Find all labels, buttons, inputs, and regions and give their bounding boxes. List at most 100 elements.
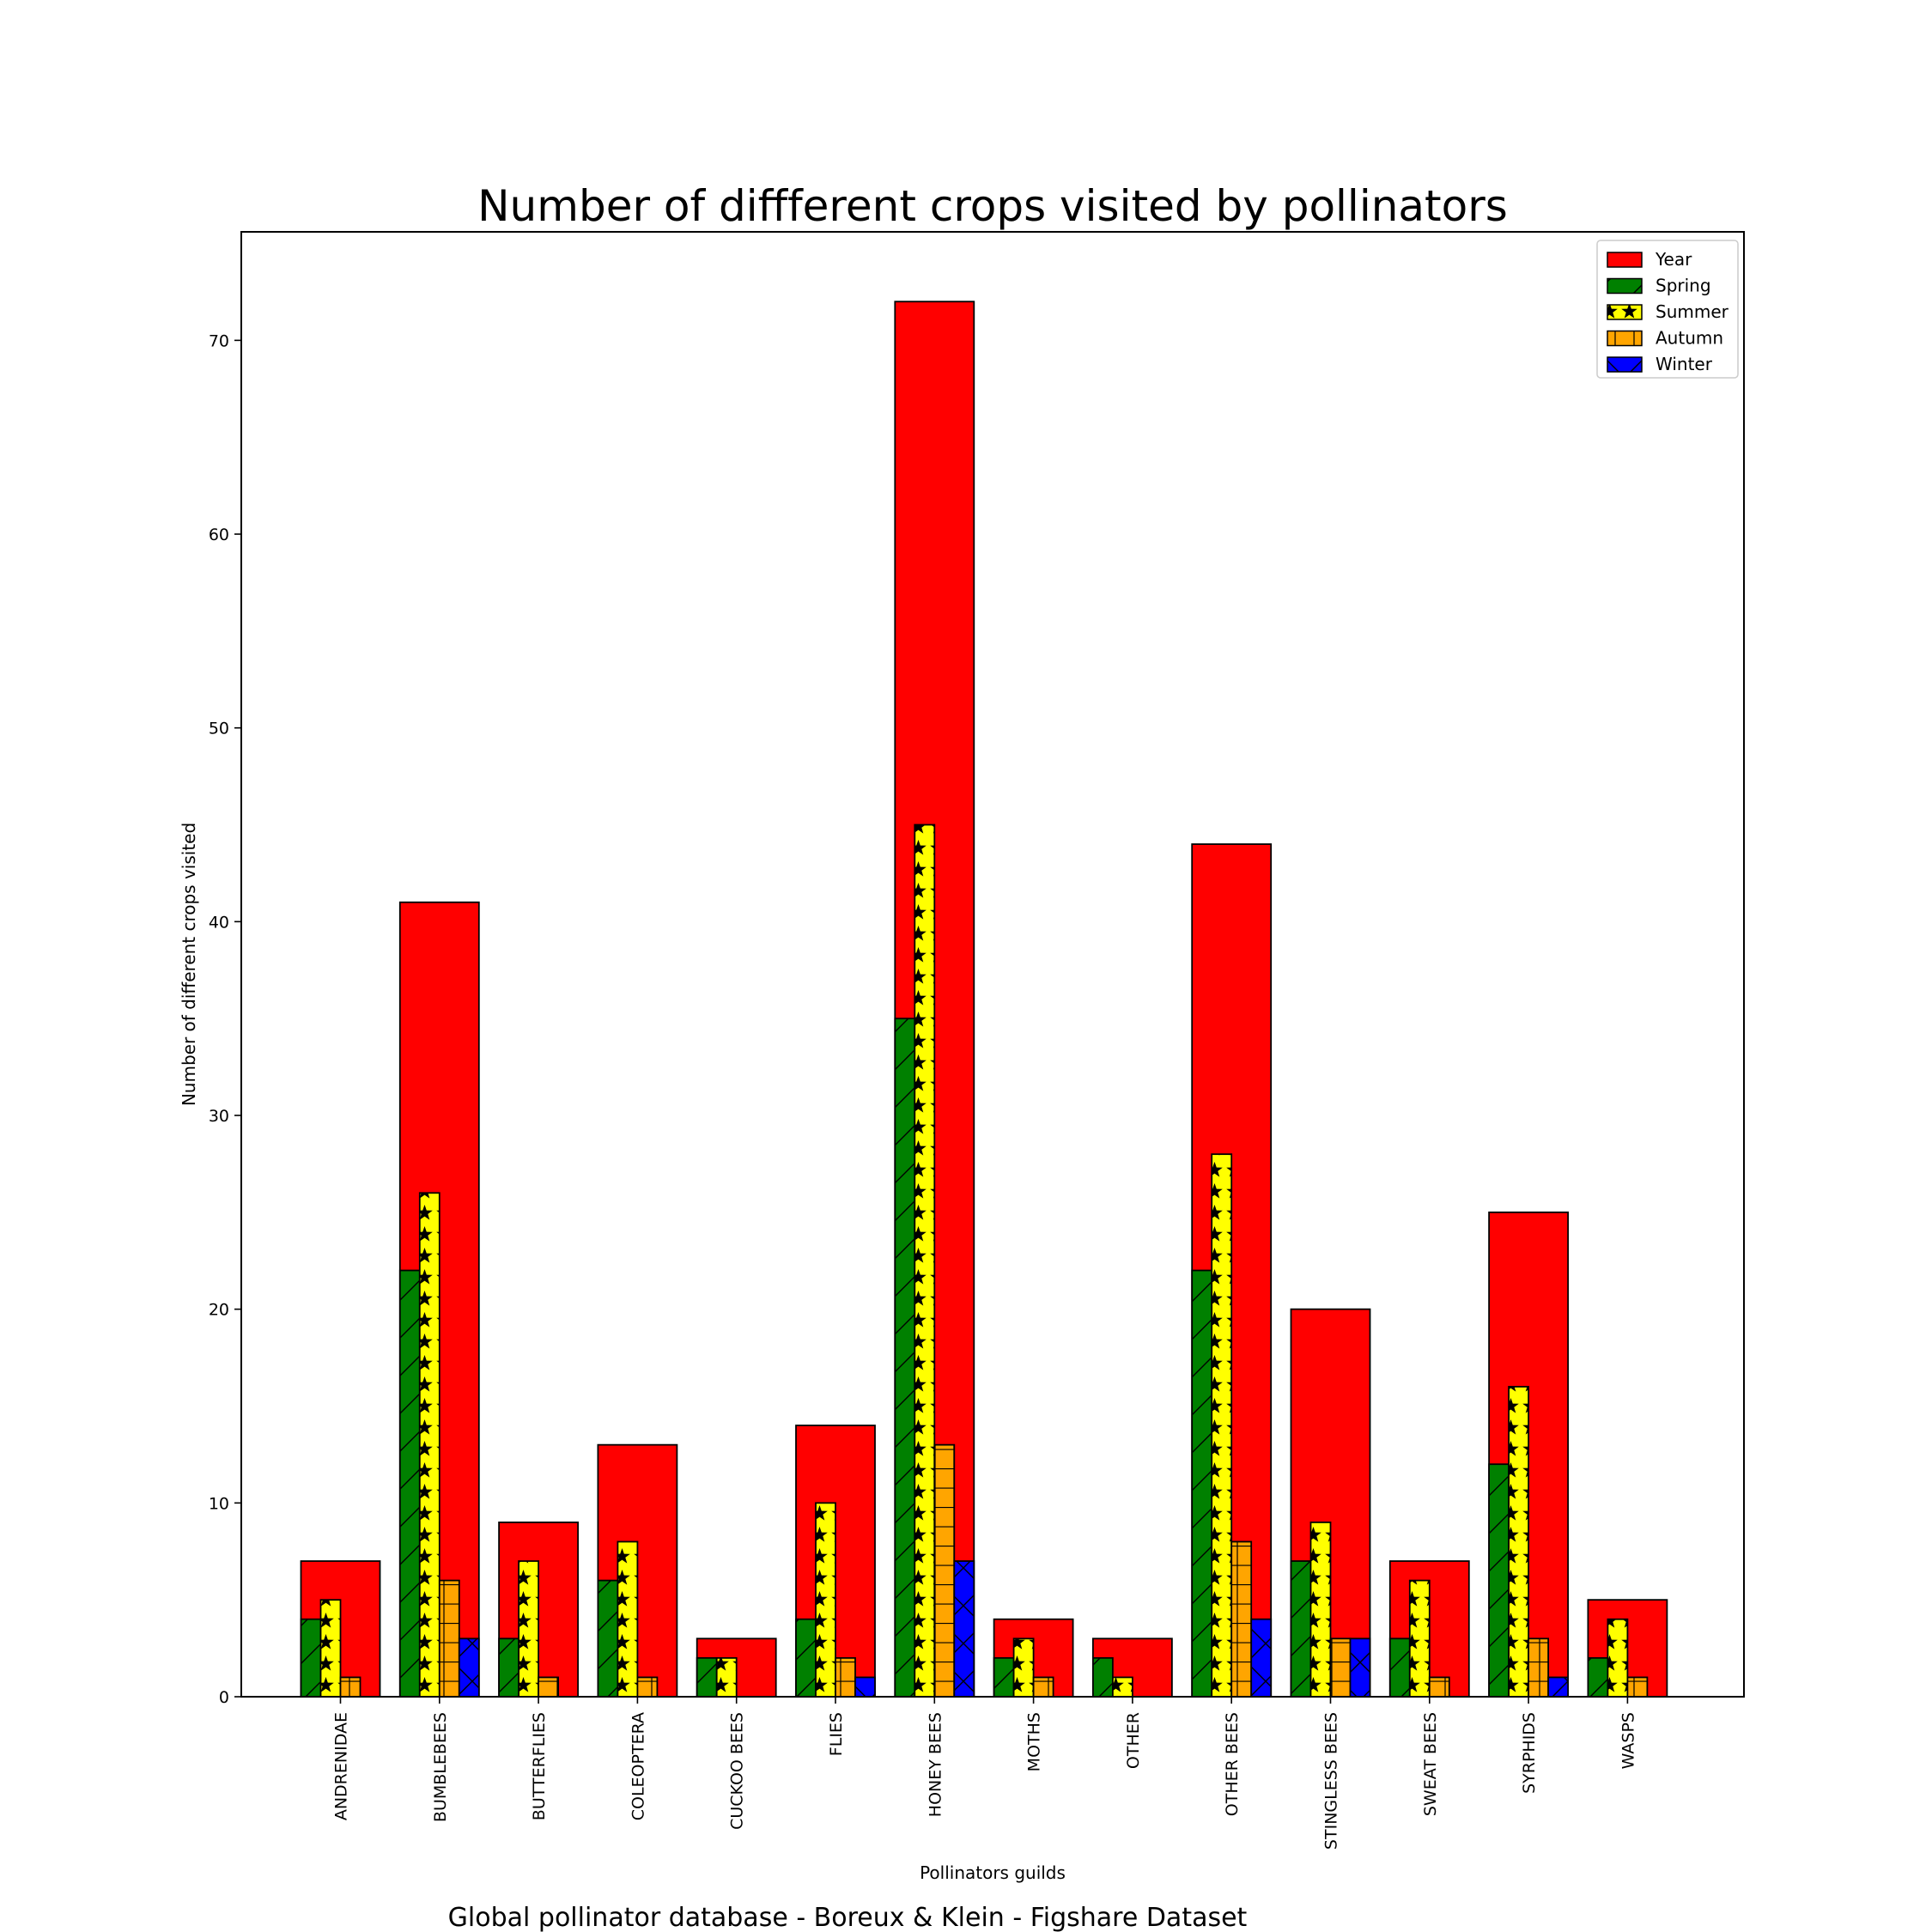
y-tick-label: 0 xyxy=(219,1688,229,1707)
dataset-credit: Global pollinator database - Boreux & Kl… xyxy=(448,1903,1248,1932)
bar-spring xyxy=(1587,1656,1609,1698)
legend-swatch-summer xyxy=(1607,304,1643,320)
bar-group-honey-bees xyxy=(894,301,975,1698)
x-tick-label: STINGLESS BEES xyxy=(1322,1712,1341,1850)
bar-group-butterflies xyxy=(498,1522,579,1698)
bar-winter xyxy=(1349,1637,1371,1698)
legend-label-year: Year xyxy=(1655,249,1692,270)
legend-label-autumn: Autumn xyxy=(1656,328,1723,349)
bar-summer xyxy=(617,1540,639,1698)
bar-group-moths xyxy=(993,1618,1074,1698)
chart-title: Number of diffferent crops visited by po… xyxy=(477,181,1508,231)
x-axis: ANDRENIDAE BUMBLEBEES BUTTERFLIES COLEOPTER… xyxy=(332,1697,1637,1850)
bar-spring xyxy=(993,1656,1015,1698)
x-tick-label: WASPS xyxy=(1619,1712,1637,1769)
bar-group-bumblebees xyxy=(398,901,480,1698)
bar-autumn xyxy=(1626,1676,1649,1698)
x-tick-label: SYRPHIDS xyxy=(1520,1712,1539,1794)
x-tick-label: BUMBLEBEES xyxy=(431,1712,450,1822)
x-tick-label: HONEY BEES xyxy=(926,1712,945,1817)
bar-autumn xyxy=(1528,1637,1549,1698)
bar-spring xyxy=(1092,1656,1114,1698)
y-tick-label: 40 xyxy=(209,913,229,932)
bar-group-sweat-bees xyxy=(1388,1560,1470,1698)
bar-autumn xyxy=(1230,1540,1253,1698)
legend-label-spring: Spring xyxy=(1656,276,1711,296)
y-tick-label: 10 xyxy=(209,1494,229,1513)
x-tick-label: CUCKOO BEES xyxy=(728,1712,747,1830)
legend-swatch-autumn xyxy=(1607,330,1643,347)
y-tick-label: 20 xyxy=(209,1301,229,1320)
y-axis: 0 10 20 30 40 50 60 70 xyxy=(209,331,241,1707)
bar-spring xyxy=(597,1579,619,1698)
bar-spring xyxy=(1290,1560,1312,1698)
bar-spring xyxy=(894,1018,916,1698)
y-tick-label: 60 xyxy=(209,526,229,544)
bar-spring xyxy=(1488,1463,1510,1698)
bar-autumn xyxy=(1428,1676,1450,1698)
bar-summer xyxy=(815,1502,836,1698)
bar-group-flies xyxy=(795,1425,876,1698)
bar-autumn xyxy=(538,1676,559,1698)
x-tick-label: OTHER BEES xyxy=(1223,1712,1242,1816)
bar-group-stingless-bees xyxy=(1290,1308,1371,1698)
bar-spring xyxy=(1191,1269,1213,1698)
x-tick-label: FLIES xyxy=(827,1712,846,1756)
y-tick-label: 50 xyxy=(209,720,229,738)
bar-summer xyxy=(518,1560,539,1698)
bar-winter xyxy=(458,1637,480,1698)
bar-winter xyxy=(854,1676,876,1698)
x-tick-label: ANDRENIDAE xyxy=(332,1712,351,1820)
legend-label-summer: Summer xyxy=(1656,301,1729,322)
bar-summer xyxy=(1508,1386,1529,1698)
legend-swatch-winter xyxy=(1607,356,1643,373)
bar-summer xyxy=(1012,1637,1035,1698)
bar-spring xyxy=(696,1656,718,1698)
x-tick-label: SWEAT BEES xyxy=(1421,1712,1440,1816)
bar-winter xyxy=(1250,1618,1273,1698)
bar-group-other-bees xyxy=(1191,843,1273,1698)
bar-summer xyxy=(715,1656,738,1698)
bar-group-coleoptera xyxy=(597,1443,678,1698)
bar-group-other xyxy=(1092,1637,1173,1698)
bar-group-syrphids xyxy=(1488,1211,1569,1698)
bar-spring xyxy=(795,1618,817,1698)
bar-autumn xyxy=(835,1656,856,1698)
legend-swatch-spring xyxy=(1607,277,1643,295)
plot-area xyxy=(300,301,1668,1698)
bar-summer xyxy=(1607,1618,1629,1698)
legend-swatch-year xyxy=(1607,252,1643,268)
bar-autumn xyxy=(1032,1676,1054,1698)
bar-summer xyxy=(1309,1522,1332,1698)
bar-summer xyxy=(1211,1153,1233,1698)
bar-group-wasps xyxy=(1587,1599,1668,1698)
bar-group-andrenidae xyxy=(300,1560,381,1698)
bar-summer xyxy=(418,1192,440,1698)
bar-winter xyxy=(953,1560,975,1698)
bar-spring xyxy=(300,1618,322,1698)
bar-spring xyxy=(398,1269,421,1698)
bar-group-cuckoo-bees xyxy=(696,1637,777,1698)
bar-autumn xyxy=(438,1579,460,1698)
bar-summer xyxy=(1408,1579,1431,1698)
bar-summer xyxy=(1112,1676,1133,1698)
bar-summer xyxy=(319,1599,342,1698)
bar-winter xyxy=(1547,1676,1569,1698)
bar-autumn xyxy=(636,1676,659,1698)
legend: Year Spring Summer Autumn Winter xyxy=(1596,240,1739,379)
bar-summer xyxy=(914,823,936,1698)
legend-label-winter: Winter xyxy=(1656,354,1713,374)
y-axis-title: Number of different crops visited xyxy=(179,823,199,1106)
x-axis-title: Pollinators guilds xyxy=(920,1862,1066,1883)
bar-autumn xyxy=(933,1443,956,1698)
x-tick-label: OTHER xyxy=(1124,1712,1143,1769)
x-tick-label: COLEOPTERA xyxy=(629,1712,647,1820)
y-tick-label: 30 xyxy=(209,1107,229,1126)
bar-spring xyxy=(498,1637,519,1698)
bar-autumn xyxy=(339,1676,361,1698)
x-tick-label: MOTHS xyxy=(1025,1712,1044,1771)
y-tick-label: 70 xyxy=(209,331,229,350)
bar-autumn xyxy=(1329,1637,1352,1698)
